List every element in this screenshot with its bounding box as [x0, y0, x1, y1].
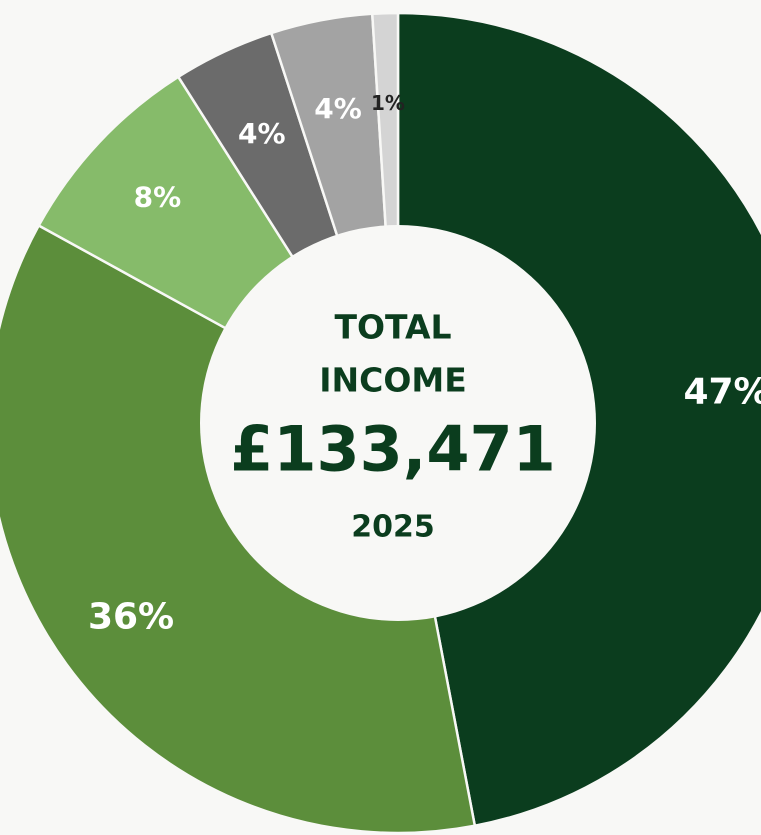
slice-label-5: 4% — [314, 92, 362, 125]
slice-label-1: 47% — [683, 371, 761, 412]
donut-hole — [200, 225, 596, 621]
center-title-line1: TOTAL — [334, 308, 451, 347]
center-amount: £133,471 — [230, 413, 556, 486]
center-label: TOTAL INCOME £133,471 2025 — [230, 308, 556, 545]
slice-label-4: 4% — [238, 117, 286, 150]
slice-label-2: 36% — [88, 596, 174, 637]
center-title-line2: INCOME — [319, 361, 467, 400]
labels-group: 47% 36% 8% 4% 4% 1% — [88, 91, 761, 637]
slice-label-6: 1% — [371, 91, 405, 115]
center-year: 2025 — [351, 510, 435, 545]
slice-label-3: 8% — [134, 181, 182, 214]
